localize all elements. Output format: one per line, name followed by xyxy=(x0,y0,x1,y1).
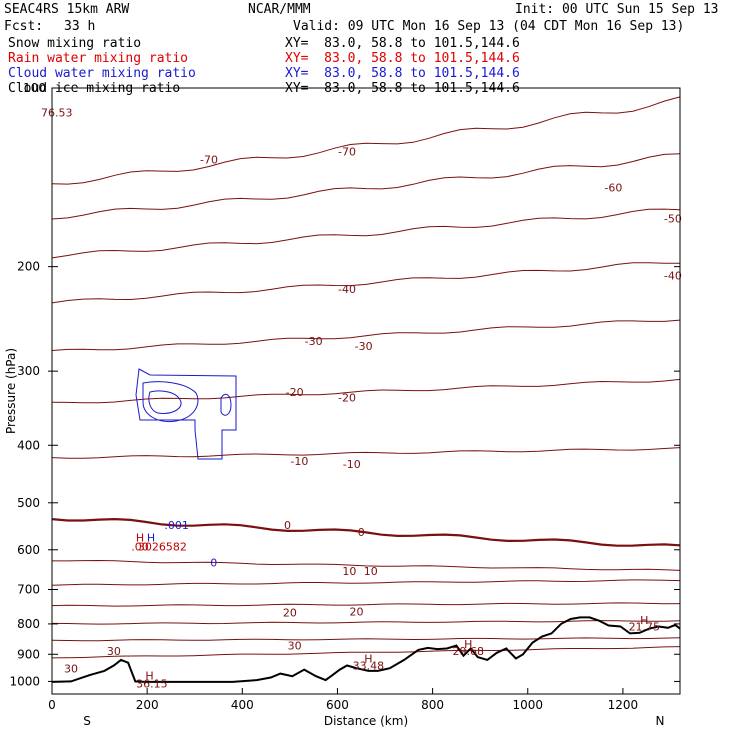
cloud-water-contour-small xyxy=(220,393,232,416)
field-name-rain: Rain water mixing ratio xyxy=(8,51,189,66)
contour-label: -30 xyxy=(305,335,323,348)
annotation-label: 36.15 xyxy=(136,677,168,690)
contour-label: 0 xyxy=(284,519,291,532)
isotherm-minus60 xyxy=(51,153,681,220)
contour-label: 20 xyxy=(283,606,297,619)
field-name-cloud-water: Cloud water mixing ratio xyxy=(8,66,196,81)
y-tick-label: 1000 xyxy=(9,674,40,688)
y-tick-label: 100 xyxy=(23,81,46,95)
annotation-label: 0 xyxy=(210,556,217,569)
annotation-label: 21.75 xyxy=(629,620,661,633)
contour-label: -50 xyxy=(664,213,682,226)
contour-label: -60 xyxy=(604,181,622,194)
forecast-label: Fcst: xyxy=(4,19,44,34)
isotherm-layer xyxy=(51,96,681,659)
isotherm-30 xyxy=(51,646,681,659)
cloud-water-contour-inner xyxy=(142,381,199,423)
isotherm-minus10 xyxy=(51,447,681,459)
contour-label: 10 xyxy=(342,565,356,578)
y-tick-label: 900 xyxy=(17,647,40,661)
x-tick-label: 600 xyxy=(326,698,349,712)
annotation-label: H xyxy=(147,531,155,544)
contour-label: 30 xyxy=(107,645,121,658)
y-axis-title: Pressure (hPa) xyxy=(4,348,18,434)
isotherm-10 xyxy=(52,559,681,571)
valid-time: Valid: 09 UTC Mon 16 Sep 13 (04 CDT Mon … xyxy=(293,19,685,34)
center-name: NCAR/MMM xyxy=(248,2,311,17)
terrain-layer xyxy=(51,616,681,683)
forecast-hours: 33 h xyxy=(64,19,96,34)
contour-label: 30 xyxy=(288,640,302,653)
y-tick-label: 500 xyxy=(17,496,40,510)
model-title: SEAC4RS 15km ARW xyxy=(4,2,130,17)
contour-label: -40 xyxy=(338,283,356,296)
isotherm-20 xyxy=(51,602,681,607)
isotherm-minus70 xyxy=(51,96,681,185)
isotherm-10 xyxy=(51,579,681,586)
x-tick-label: 1200 xyxy=(608,698,639,712)
cloud-water-contour-outer xyxy=(135,368,237,460)
isotherm-20 xyxy=(51,620,681,625)
cloud-water-contour-core xyxy=(148,390,182,414)
plot-frame xyxy=(51,87,681,695)
annotation-label: H xyxy=(640,614,648,627)
field-xy-cloud-water: XY= 83.0, 58.8 to 101.5,144.6 xyxy=(285,66,520,81)
cloud-water-contours xyxy=(135,368,237,460)
isotherm-0 xyxy=(51,517,681,547)
x-tick-label: 800 xyxy=(421,698,444,712)
contour-label: -70 xyxy=(200,154,218,167)
field-name-snow: Snow mixing ratio xyxy=(8,36,142,51)
isotherm-30 xyxy=(51,637,681,642)
annotation-label: 3026582 xyxy=(138,540,187,553)
annotation-label: H xyxy=(136,531,144,544)
terrain-line xyxy=(51,616,681,683)
annotation-label: 76.53 xyxy=(41,107,73,120)
x-tick-label: 0 xyxy=(48,698,56,712)
contour-label: -40 xyxy=(664,270,682,283)
isotherm-minus20 xyxy=(51,378,681,404)
x-end-label-left: S xyxy=(83,714,91,728)
field-xy-snow: XY= 83.0, 58.8 to 101.5,144.6 xyxy=(285,36,520,51)
annotation-label: .001 xyxy=(164,519,189,532)
x-end-label-right: N xyxy=(656,714,665,728)
contour-label: -10 xyxy=(343,458,361,471)
contour-label: -20 xyxy=(338,391,356,404)
y-tick-label: 400 xyxy=(17,438,40,452)
contour-label-layer: -70 -70 -60 -50 -40 -40 -30 -30 -20 -20 -10 -10 0 0 10… xyxy=(64,146,682,676)
x-tick-label: 400 xyxy=(231,698,254,712)
y-tick-label: 800 xyxy=(17,617,40,631)
contour-label: 0 xyxy=(358,526,365,539)
y-tick-label: 300 xyxy=(17,364,40,378)
x-tick-label: 1000 xyxy=(512,698,543,712)
y-tick-label: 600 xyxy=(17,543,40,557)
field-xy-rain: XY= 83.0, 58.8 to 101.5,144.6 xyxy=(285,51,520,66)
y-tick-label: 200 xyxy=(17,260,40,274)
isotherm-minus50 xyxy=(51,208,681,259)
annotation-label: 29.68 xyxy=(453,645,485,658)
contour-label: -10 xyxy=(290,455,308,468)
annotation-label: H xyxy=(145,670,153,683)
x-axis-title: Distance (km) xyxy=(324,714,408,728)
annotation-label: 33.48 xyxy=(353,659,385,672)
annotation-label: .00 xyxy=(131,540,149,553)
contour-label: 10 xyxy=(364,565,378,578)
contour-label: -30 xyxy=(355,340,373,353)
contour-label: -70 xyxy=(338,146,356,159)
annotation-label: H xyxy=(364,653,372,666)
contour-label: 20 xyxy=(349,606,363,619)
contour-label: -20 xyxy=(286,386,304,399)
isotherm-minus40 xyxy=(51,262,680,304)
contour-label: 30 xyxy=(64,663,78,676)
isotherm-minus30 xyxy=(51,319,681,351)
init-time: Init: 00 UTC Sun 15 Sep 13 xyxy=(515,2,719,17)
annotation-label: H xyxy=(464,638,472,651)
y-tick-label: 700 xyxy=(17,583,40,597)
x-tick-label: 200 xyxy=(136,698,159,712)
